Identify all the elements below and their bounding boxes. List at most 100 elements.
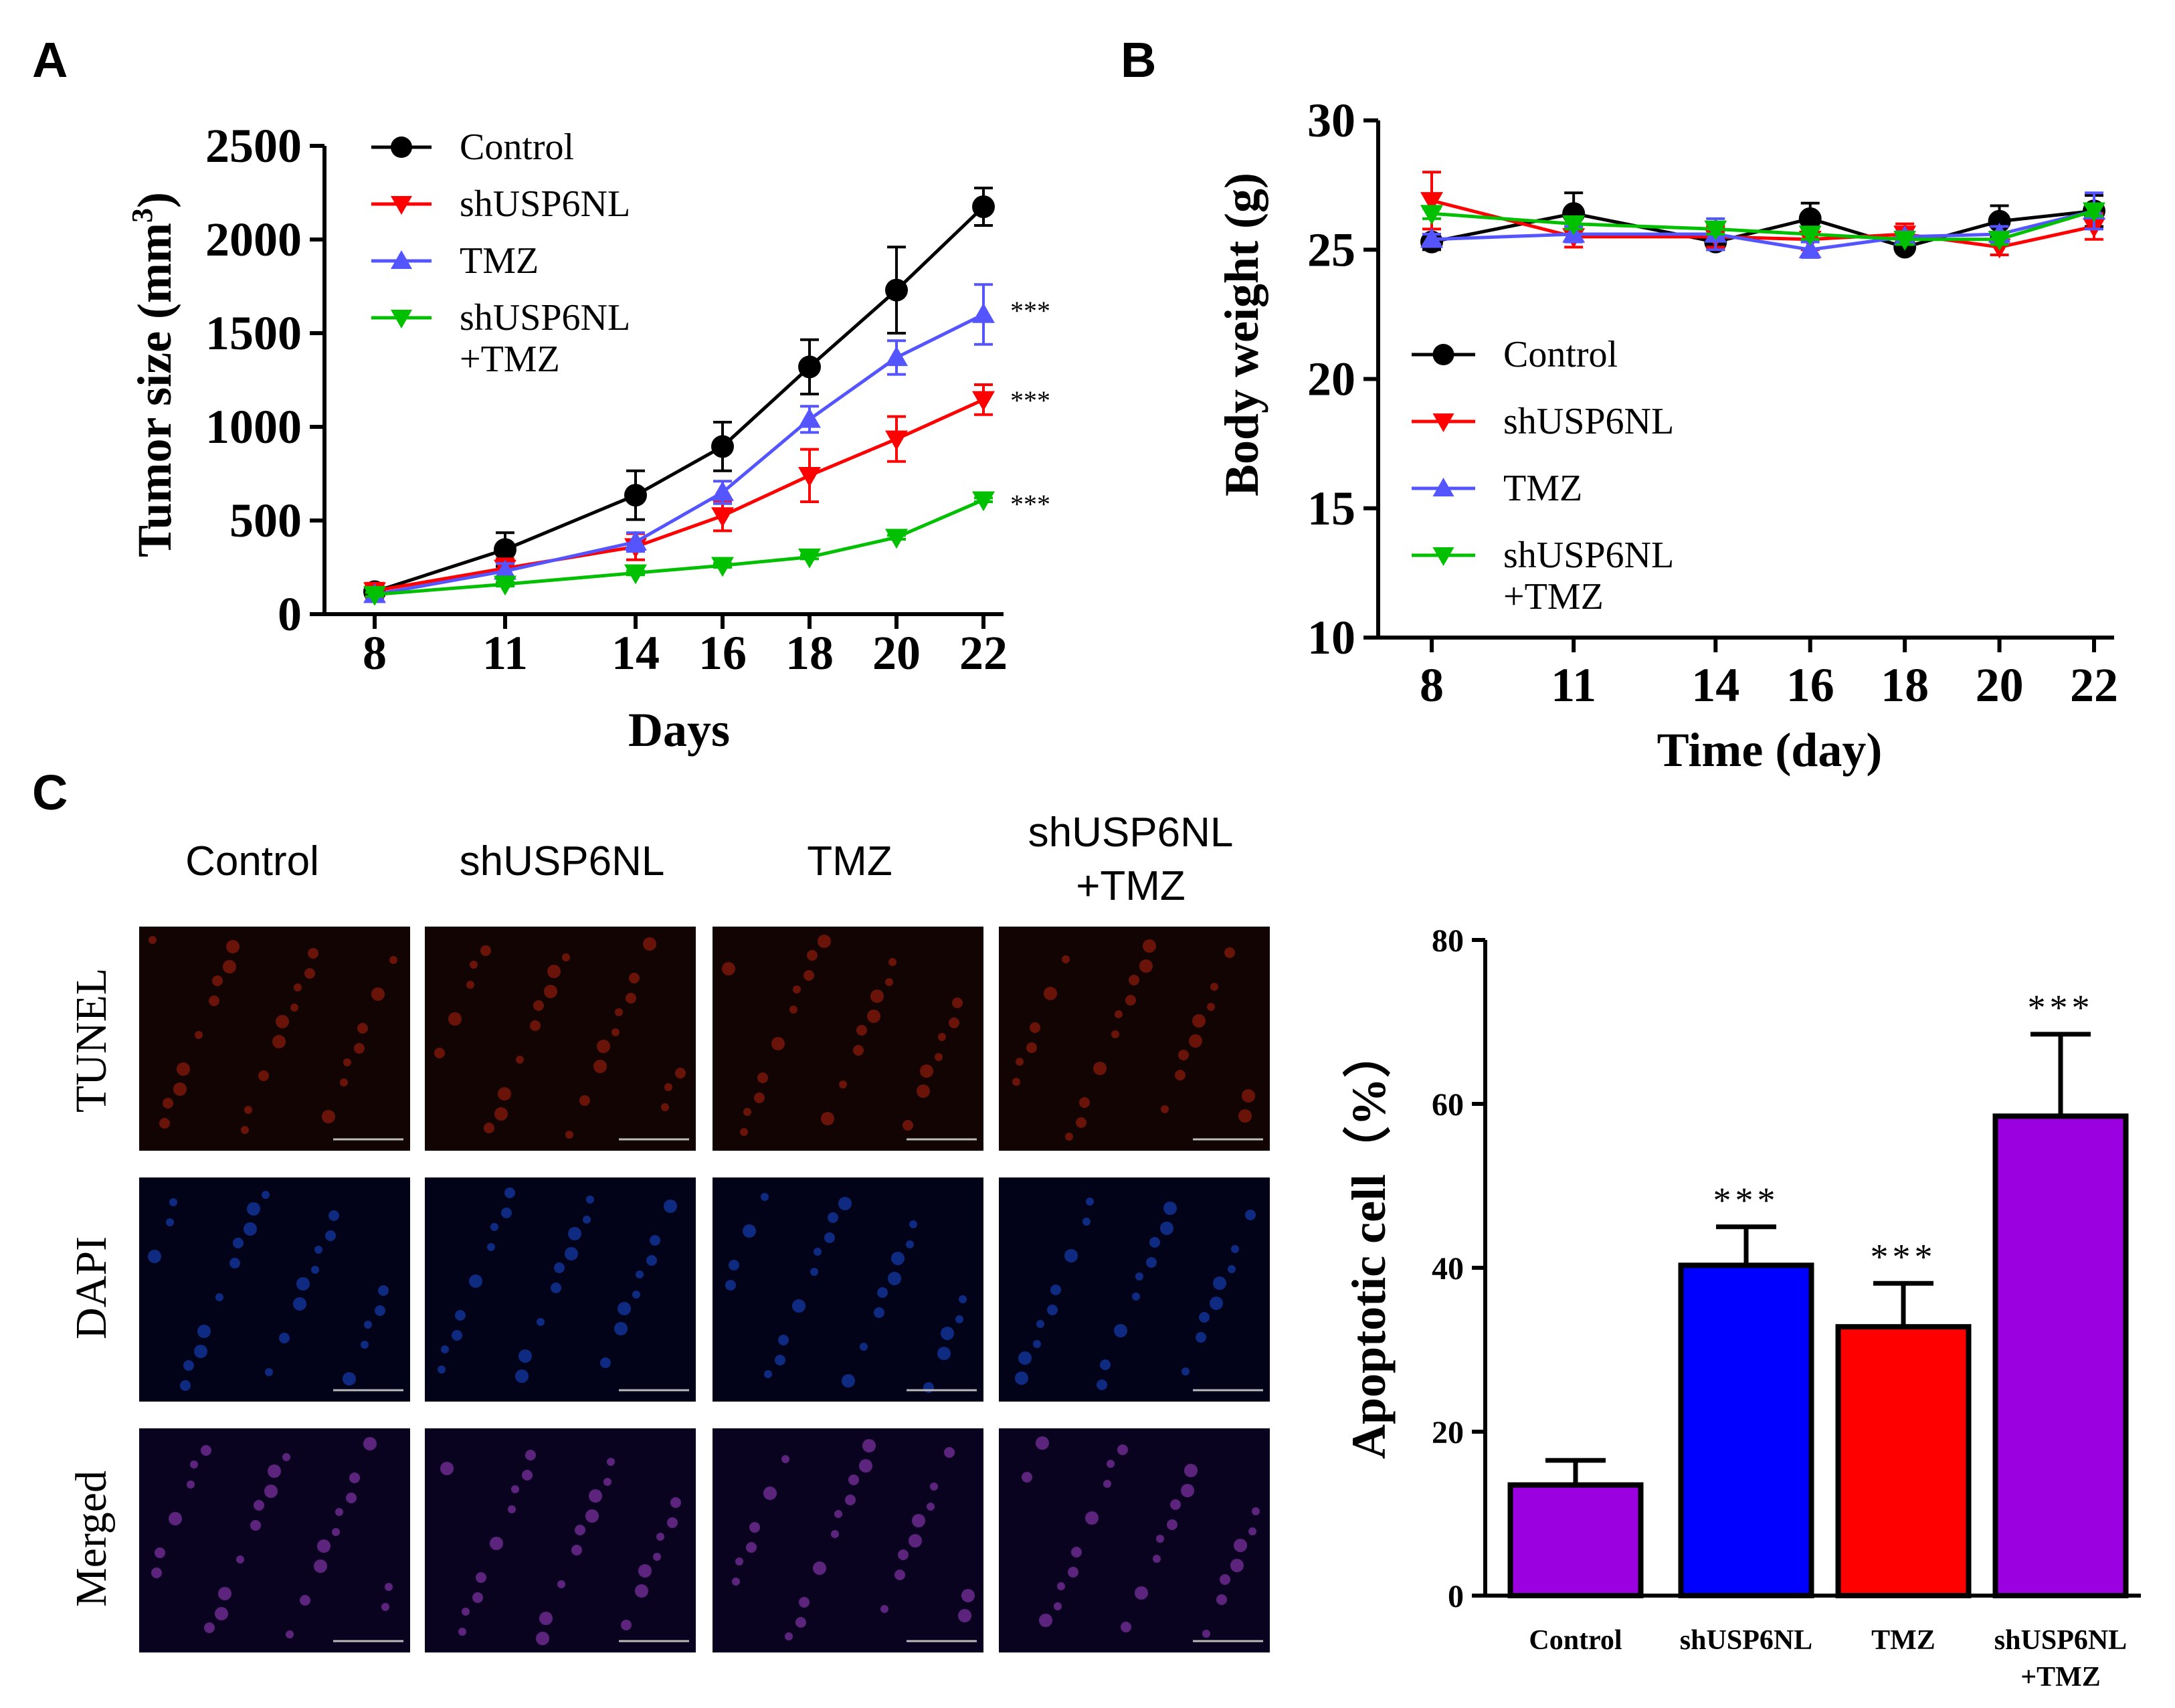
bar xyxy=(1835,1324,1972,1598)
cell-nucleus xyxy=(1228,1265,1236,1273)
chart-a-axes: 0 500 1000 1500 2000 2500 8 11 14 16 18 20 22 xyxy=(205,119,1008,680)
cell-nucleus xyxy=(938,1033,946,1041)
cell-nucleus xyxy=(874,1307,884,1318)
cell-nucleus xyxy=(177,1062,190,1076)
cell-nucleus xyxy=(487,1243,495,1251)
cell-nucleus xyxy=(557,1580,565,1588)
cell-nucleus xyxy=(494,1107,508,1121)
chart-c-xtick-shusp6nl: shUSP6NL xyxy=(1680,1625,1812,1656)
cell-nucleus xyxy=(551,1283,561,1293)
cell-nucleus xyxy=(1153,1555,1161,1563)
micro-image-tile xyxy=(139,1428,410,1652)
cell-nucleus xyxy=(204,1622,215,1633)
cell-nucleus xyxy=(1160,1222,1173,1235)
cell-nucleus xyxy=(389,956,397,964)
cell-nucleus xyxy=(1149,1237,1160,1248)
data-point xyxy=(972,195,995,218)
cell-nucleus xyxy=(438,1365,446,1373)
cell-nucleus xyxy=(930,1483,938,1491)
cell-nucleus xyxy=(626,993,636,1004)
legend-label: Control xyxy=(1503,334,1618,375)
micro-image-tile xyxy=(713,927,983,1151)
cell-nucleus xyxy=(296,1277,310,1291)
cell-nucleus xyxy=(151,1568,162,1578)
data-point xyxy=(1798,238,1822,258)
cell-nucleus xyxy=(490,1223,498,1231)
cell-nucleus xyxy=(1199,1312,1210,1323)
cell-nucleus xyxy=(1210,983,1218,991)
cell-nucleus xyxy=(743,1108,751,1116)
cell-nucleus xyxy=(201,1445,211,1456)
cell-nucleus xyxy=(490,1537,503,1550)
cell-nucleus xyxy=(632,1291,640,1299)
legend-label: +TMZ xyxy=(460,339,560,380)
data-point xyxy=(885,529,908,549)
legend-marker xyxy=(1432,547,1454,566)
data-point xyxy=(1420,227,1443,248)
cell-nucleus xyxy=(1039,1614,1052,1627)
cell-nucleus xyxy=(265,1368,273,1376)
data-point xyxy=(972,303,995,323)
cell-nucleus xyxy=(515,1369,529,1383)
data-point xyxy=(624,564,647,585)
chart-a-sig-tmz: *** xyxy=(1010,296,1050,326)
cell-nucleus xyxy=(824,1232,835,1243)
cell-nucleus xyxy=(361,1341,369,1349)
cell-nucleus xyxy=(484,1123,494,1133)
legend-marker xyxy=(1432,413,1454,432)
cell-nucleus xyxy=(860,1343,868,1351)
y-tick-label: 20 xyxy=(1307,353,1355,406)
cell-nucleus xyxy=(476,1572,486,1583)
cell-nucleus xyxy=(803,970,814,981)
data-point xyxy=(972,491,995,512)
cell-nucleus xyxy=(1012,1078,1020,1086)
cell-nucleus xyxy=(209,995,219,1006)
cell-nucleus xyxy=(909,1534,922,1547)
cell-nucleus xyxy=(1114,1324,1127,1337)
data-point xyxy=(972,391,995,411)
cell-nucleus xyxy=(518,1349,532,1363)
cell-nucleus xyxy=(667,1517,678,1528)
cell-nucleus xyxy=(862,1439,876,1452)
significance-label: *** xyxy=(2028,987,2094,1028)
cell-nucleus xyxy=(1167,1519,1177,1530)
chart-b-xlabel: Time (day) xyxy=(1657,723,1883,777)
cell-nucleus xyxy=(1181,1367,1190,1375)
cell-nucleus xyxy=(378,1285,389,1296)
cell-nucleus xyxy=(470,961,478,969)
cell-nucleus xyxy=(455,1310,466,1321)
panel-letter-c: C xyxy=(32,765,68,820)
cell-nucleus xyxy=(763,1487,777,1500)
data-point xyxy=(2083,202,2105,223)
y-tick-label: 15 xyxy=(1307,482,1355,535)
cell-nucleus xyxy=(343,1058,351,1066)
cell-nucleus xyxy=(621,1620,632,1630)
cell-nucleus xyxy=(530,1020,541,1031)
cell-nucleus xyxy=(848,1475,859,1485)
cell-nucleus xyxy=(322,1110,335,1123)
cell-nucleus xyxy=(1135,1586,1148,1600)
cell-nucleus xyxy=(1132,1293,1140,1301)
micro-row-dapi: DAPI xyxy=(67,1236,116,1339)
cell-nucleus xyxy=(638,1564,652,1578)
cell-nucleus xyxy=(1030,1022,1040,1033)
cell-nucleus xyxy=(1125,995,1136,1006)
data-point xyxy=(624,531,647,551)
micro-col-tmz: TMZ xyxy=(807,838,892,884)
cell-nucleus xyxy=(565,1247,578,1260)
cell-nucleus xyxy=(547,965,561,978)
cell-nucleus xyxy=(568,1227,581,1240)
cell-nucleus xyxy=(276,1015,289,1028)
cell-nucleus xyxy=(357,1023,368,1034)
cell-nucleus xyxy=(845,1495,856,1505)
cell-nucleus xyxy=(920,1064,933,1078)
cell-nucleus xyxy=(1022,1472,1032,1483)
legend-label: shUSP6NL xyxy=(460,297,630,339)
cell-nucleus xyxy=(743,1224,756,1238)
y-tick-label: 1500 xyxy=(205,306,302,360)
data-point xyxy=(885,430,908,451)
data-point xyxy=(1562,215,1586,235)
cell-nucleus xyxy=(244,1106,252,1114)
y-tick-label: 40 xyxy=(1432,1251,1464,1287)
